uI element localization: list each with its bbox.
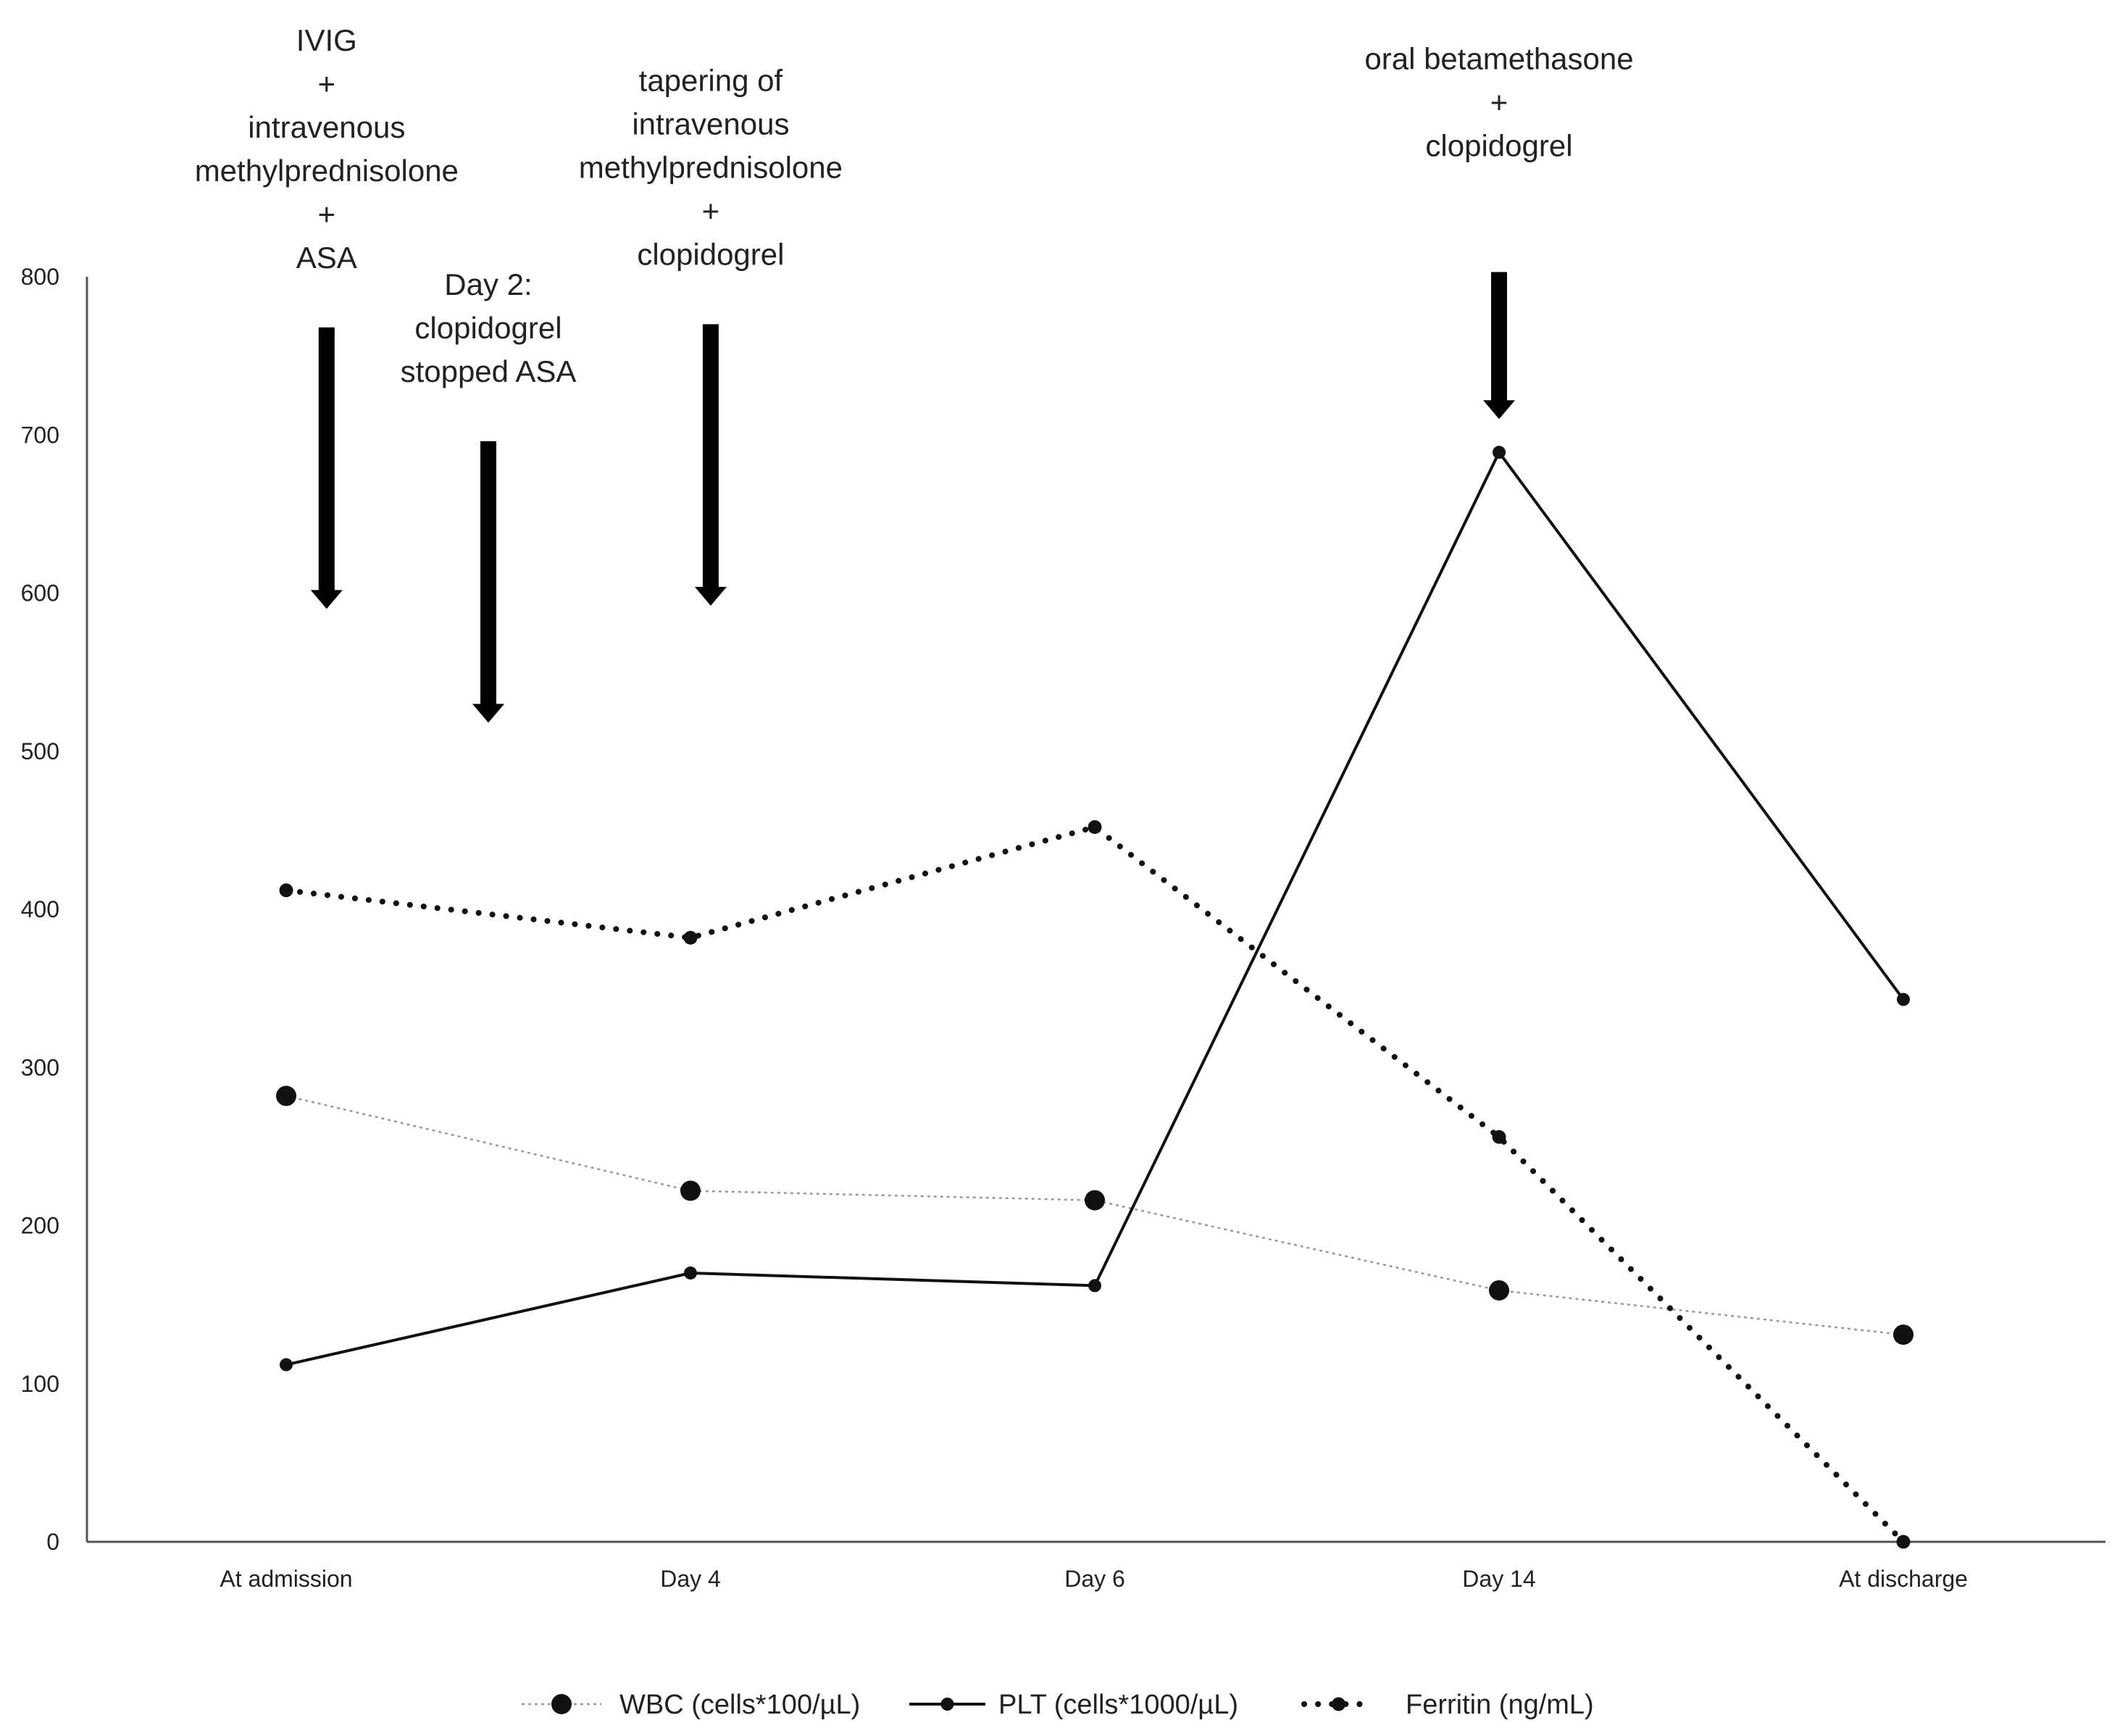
arrow-day4-head bbox=[694, 586, 727, 606]
y-tick-label: 300 bbox=[21, 1054, 59, 1080]
wbc-data-point bbox=[1085, 1190, 1105, 1211]
plt-data-point bbox=[1493, 446, 1506, 459]
chart-axes: 0 100 200 300 400 500 600 700 800 At admission Day… bbox=[21, 264, 2106, 1592]
plt-data-point bbox=[280, 1358, 293, 1372]
annotation-admission-line: methylprednisolone bbox=[195, 154, 459, 188]
ferritin-data-point bbox=[279, 883, 293, 898]
annotation-day2-line: Day 2: bbox=[444, 267, 532, 301]
legend-ferritin-label: Ferritin (ng/mL) bbox=[1406, 1690, 1594, 1720]
legend-wbc-marker bbox=[551, 1694, 572, 1714]
y-tick-label: 800 bbox=[21, 264, 59, 290]
legend-wbc-label: WBC (cells*100/µL) bbox=[619, 1690, 860, 1720]
x-tick-label: Day 4 bbox=[660, 1566, 721, 1592]
x-tick-label: Day 14 bbox=[1462, 1566, 1535, 1592]
wbc-data-point bbox=[276, 1085, 296, 1106]
annotation-day4-line: intravenous bbox=[632, 107, 789, 141]
wbc-series-line bbox=[285, 1095, 1904, 1336]
chart-legend: WBC (cells*100/µL) PLT (cells*1000/µL) Fer… bbox=[522, 1690, 1594, 1720]
annotation-day4-line: methylprednisolone bbox=[579, 150, 843, 184]
ferritin-data-point bbox=[1088, 820, 1102, 835]
legend-plt-label: PLT (cells*1000/µL) bbox=[998, 1690, 1238, 1720]
y-tick-label: 600 bbox=[21, 580, 59, 606]
annotation-admission-line: IVIG bbox=[296, 23, 357, 57]
annotation-day14-line: + bbox=[1490, 85, 1508, 119]
annotation-day4-line: + bbox=[702, 193, 720, 228]
annotation-admission-line: + bbox=[318, 197, 336, 231]
annotation-day2-line: stopped ASA bbox=[401, 354, 577, 388]
wbc-data-point bbox=[1893, 1324, 1914, 1345]
y-tick-label: 200 bbox=[21, 1213, 59, 1239]
annotation-day14-line: oral betamethasone bbox=[1364, 41, 1633, 75]
annotation-day2-line: clopidogrel bbox=[414, 311, 562, 345]
arrow-day2-head bbox=[472, 704, 504, 723]
arrow-day2-shaft bbox=[480, 441, 496, 707]
y-tick-label: 100 bbox=[21, 1371, 59, 1397]
arrow-day14-head bbox=[1483, 400, 1515, 420]
annotation-day4-line: tapering of bbox=[639, 63, 783, 97]
ferritin-series-line bbox=[283, 824, 1906, 1545]
x-tick-label: At discharge bbox=[1839, 1566, 1968, 1592]
annotation-day4-line: clopidogrel bbox=[637, 237, 784, 271]
plt-series-line bbox=[285, 451, 1905, 1366]
legend-ferritin-marker bbox=[1332, 1697, 1345, 1711]
ferritin-data-point bbox=[683, 930, 698, 945]
arrow-day14-shaft bbox=[1491, 272, 1507, 404]
y-tick-label: 400 bbox=[21, 896, 59, 922]
plt-data-point bbox=[1897, 993, 1910, 1006]
annotation-day14-line: clopidogrel bbox=[1425, 128, 1572, 162]
y-tick-label: 700 bbox=[21, 422, 59, 448]
treatment-annotations: IVIG + intravenous methylprednisolone + ASA Da… bbox=[195, 23, 1634, 723]
y-tick-label: 500 bbox=[21, 738, 59, 764]
chart-series bbox=[276, 446, 1914, 1549]
wbc-data-point bbox=[680, 1180, 701, 1201]
legend-plt-marker bbox=[940, 1698, 954, 1711]
x-tick-label: Day 6 bbox=[1064, 1566, 1125, 1592]
x-tick-label: At admission bbox=[220, 1566, 352, 1592]
ferritin-data-point bbox=[1896, 1535, 1911, 1549]
annotation-admission-line: ASA bbox=[296, 241, 357, 275]
wbc-data-point bbox=[1489, 1280, 1509, 1301]
arrow-admission-shaft bbox=[318, 327, 335, 593]
plt-data-point bbox=[684, 1266, 697, 1280]
y-tick-label: 0 bbox=[46, 1529, 59, 1555]
plt-data-point bbox=[1088, 1279, 1101, 1293]
arrow-day4-shaft bbox=[702, 324, 719, 590]
arrow-admission-head bbox=[310, 590, 343, 609]
ferritin-data-point bbox=[1492, 1130, 1506, 1144]
annotation-admission-line: + bbox=[318, 67, 336, 101]
annotation-admission-line: intravenous bbox=[248, 110, 405, 144]
